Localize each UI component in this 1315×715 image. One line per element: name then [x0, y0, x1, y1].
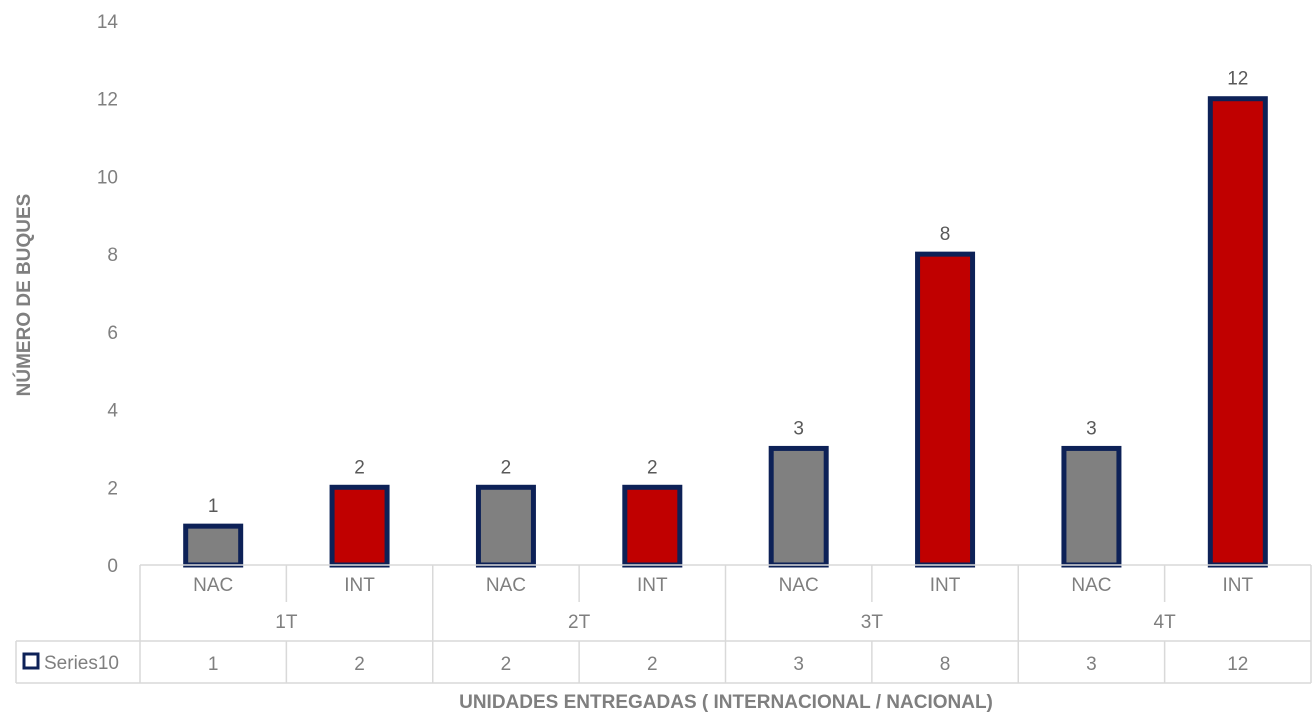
x-category-label: NAC — [779, 575, 819, 596]
bar-int — [1207, 96, 1268, 568]
data-label: 1 — [208, 496, 219, 517]
data-label: 2 — [354, 457, 365, 478]
y-tick-label: 12 — [97, 90, 118, 111]
x-category-label: INT — [344, 575, 375, 596]
bar-nac — [475, 484, 536, 568]
x-group-label: 3T — [861, 612, 884, 633]
bars — [183, 96, 1268, 568]
table-value: 12 — [1227, 654, 1248, 675]
table-value: 2 — [354, 654, 365, 675]
table-value: 3 — [1086, 654, 1097, 675]
legend-series-name: Series10 — [44, 653, 119, 674]
x-category-label: NAC — [1071, 575, 1111, 596]
bar-nac — [1061, 445, 1122, 568]
x-category-label: NAC — [486, 575, 526, 596]
data-label: 8 — [940, 224, 951, 245]
data-label: 2 — [647, 457, 658, 478]
bar-int — [915, 251, 976, 568]
data-label: 3 — [1086, 418, 1097, 439]
y-axis-title: NÚMERO DE BUQUES — [13, 194, 35, 397]
y-tick-label: 4 — [107, 401, 118, 422]
x-category-label: INT — [637, 575, 668, 596]
data-label: 12 — [1227, 69, 1248, 90]
bar-int — [622, 484, 683, 568]
x-category-label: INT — [930, 575, 961, 596]
x-group-label: 1T — [275, 612, 298, 633]
y-tick-label: 8 — [107, 245, 118, 266]
table-value: 8 — [940, 654, 951, 675]
table-value: 2 — [501, 654, 512, 675]
y-tick-label: 6 — [107, 323, 118, 344]
x-category-label: NAC — [193, 575, 233, 596]
legend-key — [22, 652, 40, 670]
x-axis-title: UNIDADES ENTREGADAS ( INTERNACIONAL / NA… — [459, 692, 993, 713]
table-value: 2 — [647, 654, 658, 675]
x-category-label: INT — [1223, 575, 1254, 596]
y-tick-label: 2 — [107, 478, 118, 499]
bar-nac — [768, 445, 829, 568]
bar-nac — [183, 523, 244, 568]
x-group-label: 2T — [568, 612, 591, 633]
table-value: 1 — [208, 654, 219, 675]
y-tick-label: 0 — [107, 556, 118, 577]
y-axis-ticks: 0 2 4 6 8 10 12 14 — [97, 12, 119, 577]
y-tick-label: 10 — [97, 167, 118, 188]
y-tick-label: 14 — [97, 12, 119, 33]
data-label: 2 — [501, 457, 512, 478]
table-value: 3 — [793, 654, 804, 675]
data-label: 3 — [793, 418, 804, 439]
x-group-label: 4T — [1154, 612, 1177, 633]
bar-int — [329, 484, 390, 568]
